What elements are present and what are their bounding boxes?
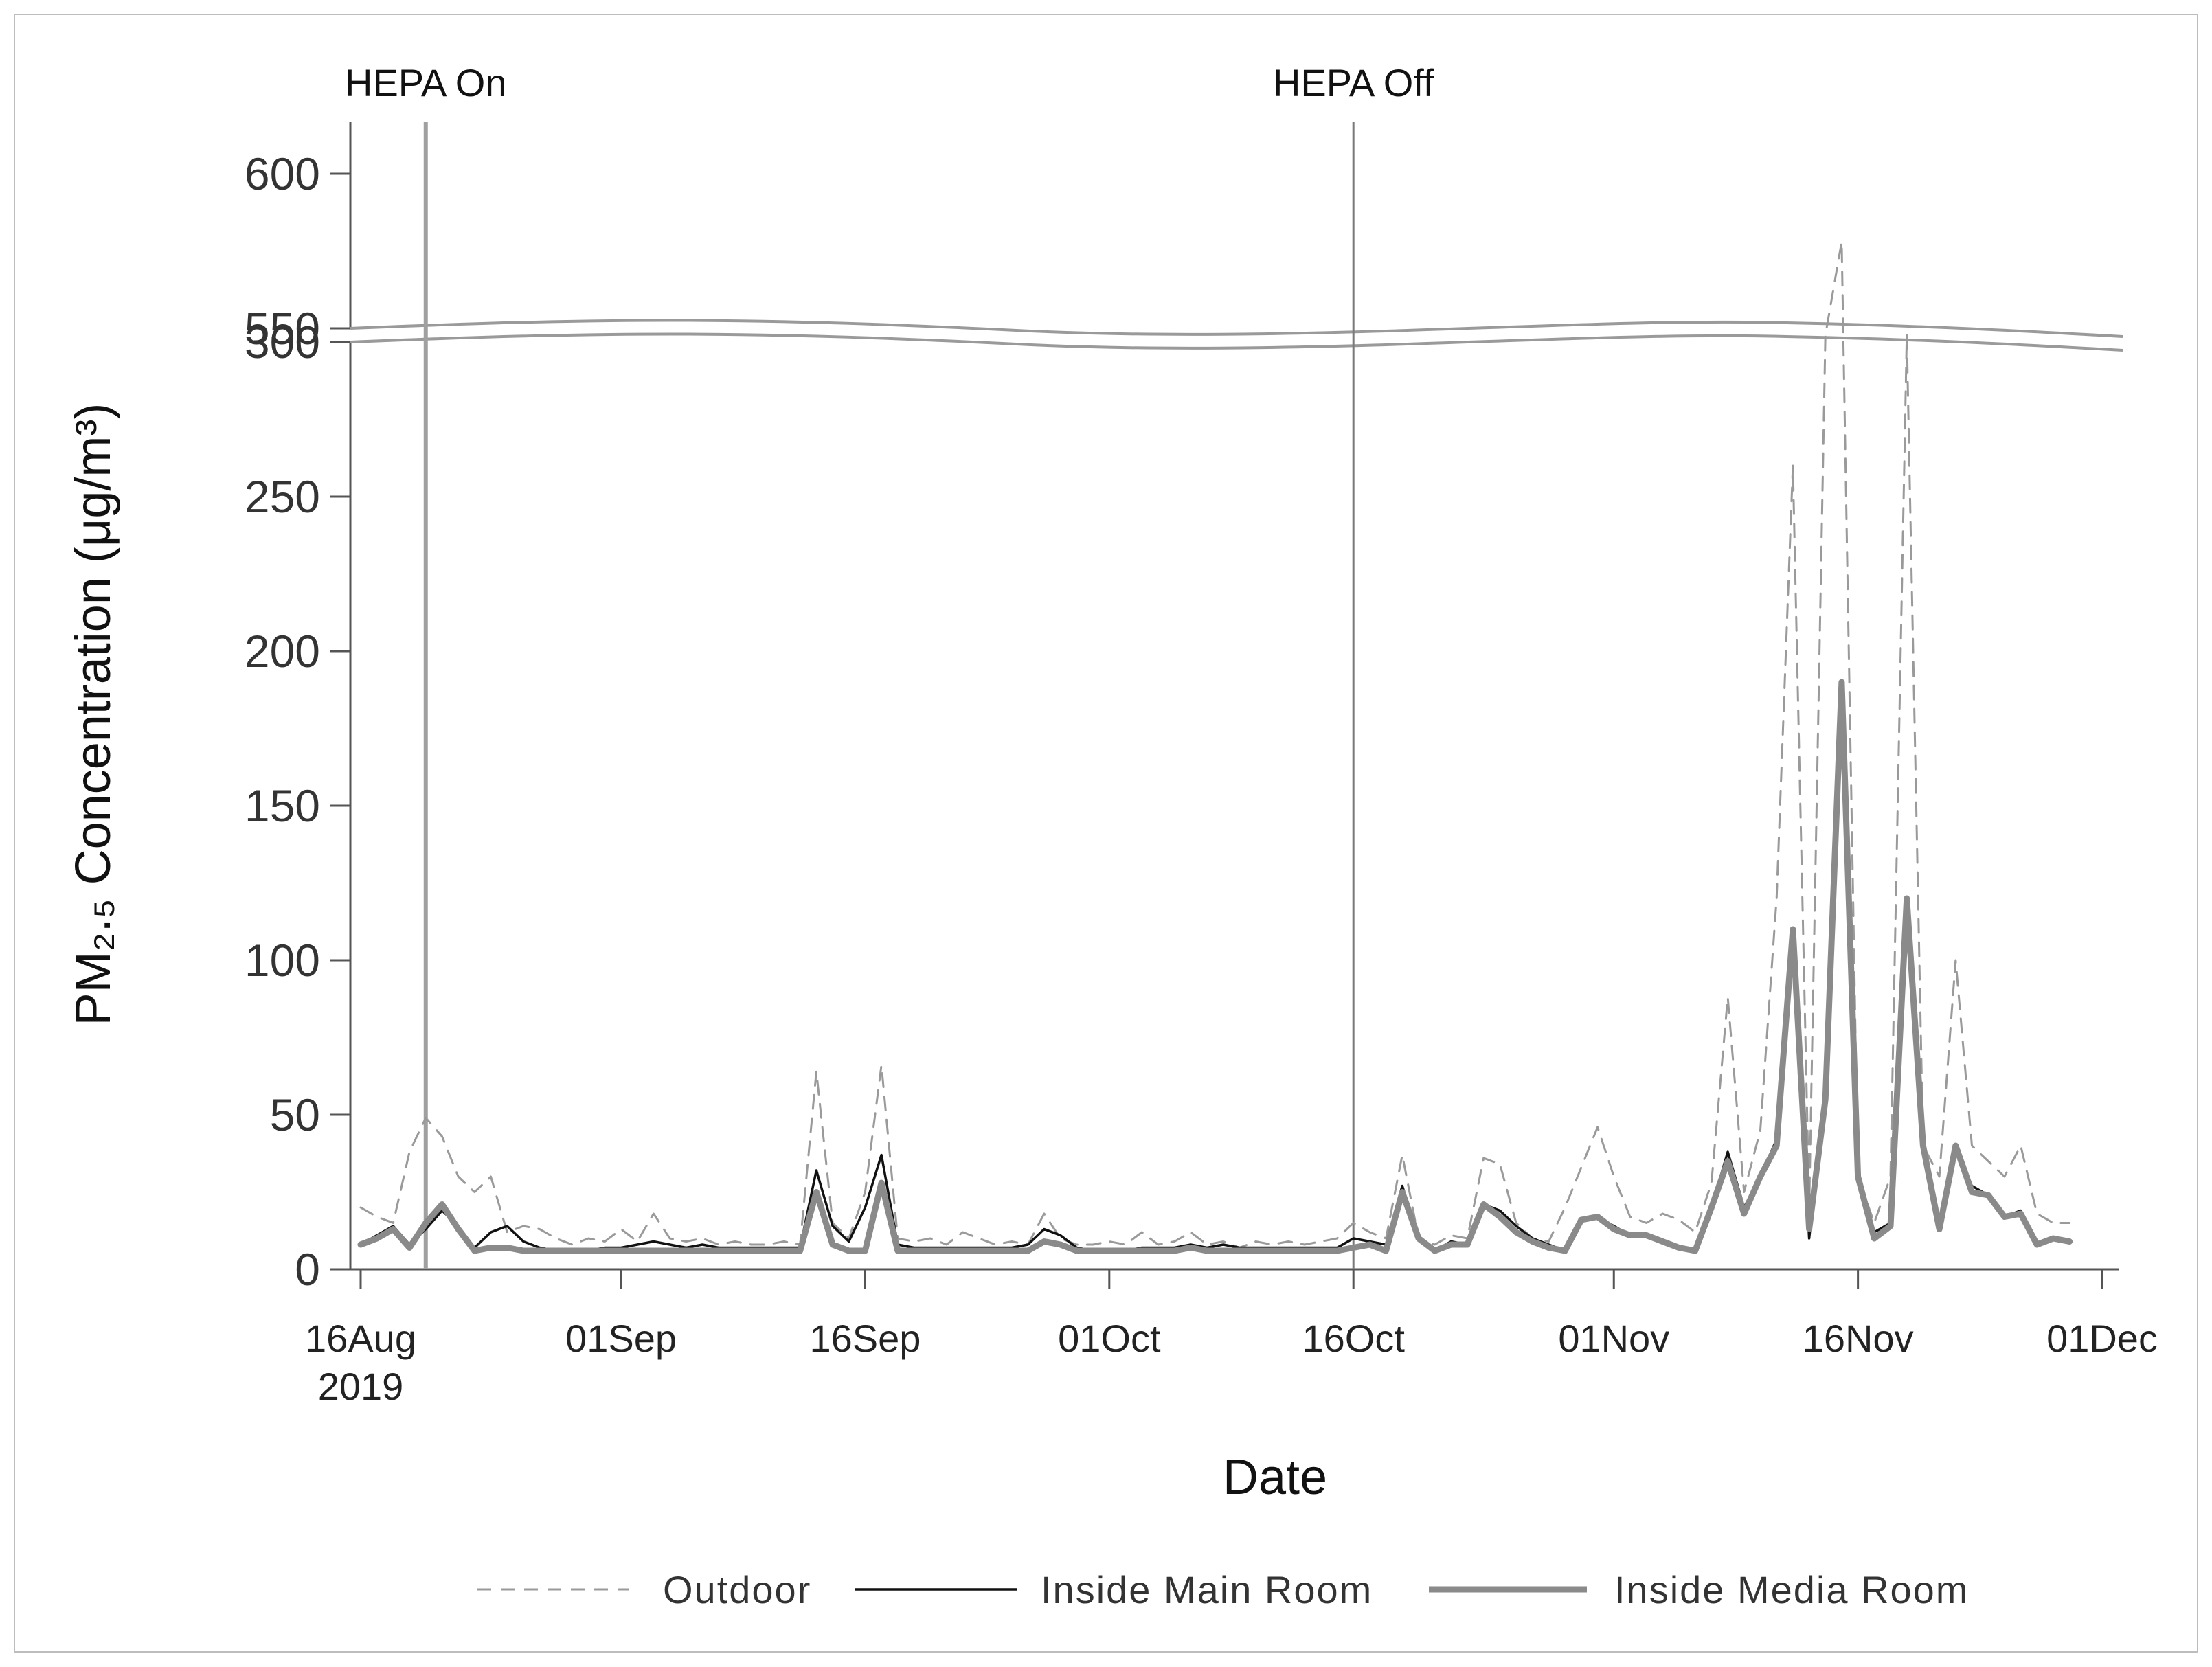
x-tick-sublabel: 2019 — [318, 1365, 404, 1408]
x-tick-label: 16Aug — [305, 1317, 416, 1360]
y-axis-title: PM₂.₅ Concentration (μg/m³) — [66, 403, 121, 1026]
x-tick-label: 16Oct — [1302, 1317, 1405, 1360]
y-tick-label: 50 — [270, 1089, 320, 1140]
x-tick-label: 16Nov — [1803, 1317, 1914, 1360]
series-layer — [357, 240, 2073, 1254]
y-tick-label: 100 — [245, 935, 320, 986]
annotation-label: HEPA Off — [1273, 61, 1434, 104]
y-tick-label: 600 — [245, 148, 320, 199]
annotation-lines: HEPA On HEPA Off — [345, 61, 1434, 1269]
y-tick-label: 150 — [245, 780, 320, 831]
axis-break-line-lower — [350, 332, 2123, 352]
y-tick-label: 200 — [245, 626, 320, 677]
legend-label-inside-media-room: Inside Media Room — [1614, 1568, 1969, 1611]
x-tick-label: 01Oct — [1058, 1317, 1161, 1360]
chart-frame — [14, 14, 2198, 1653]
axis-break-line-upper — [350, 319, 2123, 338]
legend-label-inside-main-room: Inside Main Room — [1041, 1568, 1373, 1611]
series-line-outdoor — [359, 240, 2071, 1249]
x-tick-label: 01Nov — [1558, 1317, 1669, 1360]
x-tick-label: 16Sep — [809, 1317, 921, 1360]
y-tick-label: 550 — [245, 303, 320, 354]
x-tick-label: 01Sep — [565, 1317, 677, 1360]
y-tick-label: 0 — [295, 1244, 320, 1295]
x-axis-title: Date — [1223, 1450, 1327, 1505]
y-tick-label: 300 — [245, 317, 320, 367]
legend: Outdoor Inside Main Room Inside Media Room — [477, 1568, 1969, 1611]
annotation-label: HEPA On — [345, 61, 507, 104]
y-tick-label: 250 — [245, 471, 320, 522]
x-tick-label: 01Dec — [2046, 1317, 2158, 1360]
axis-break — [347, 319, 2126, 352]
legend-label-outdoor: Outdoor — [663, 1568, 811, 1611]
series-line-inside-media-room — [357, 679, 2073, 1254]
x-ticks: 16Aug 2019 01Sep 16Sep 01Oct 16Oct 01Nov 16Nov 0… — [305, 1269, 2158, 1408]
